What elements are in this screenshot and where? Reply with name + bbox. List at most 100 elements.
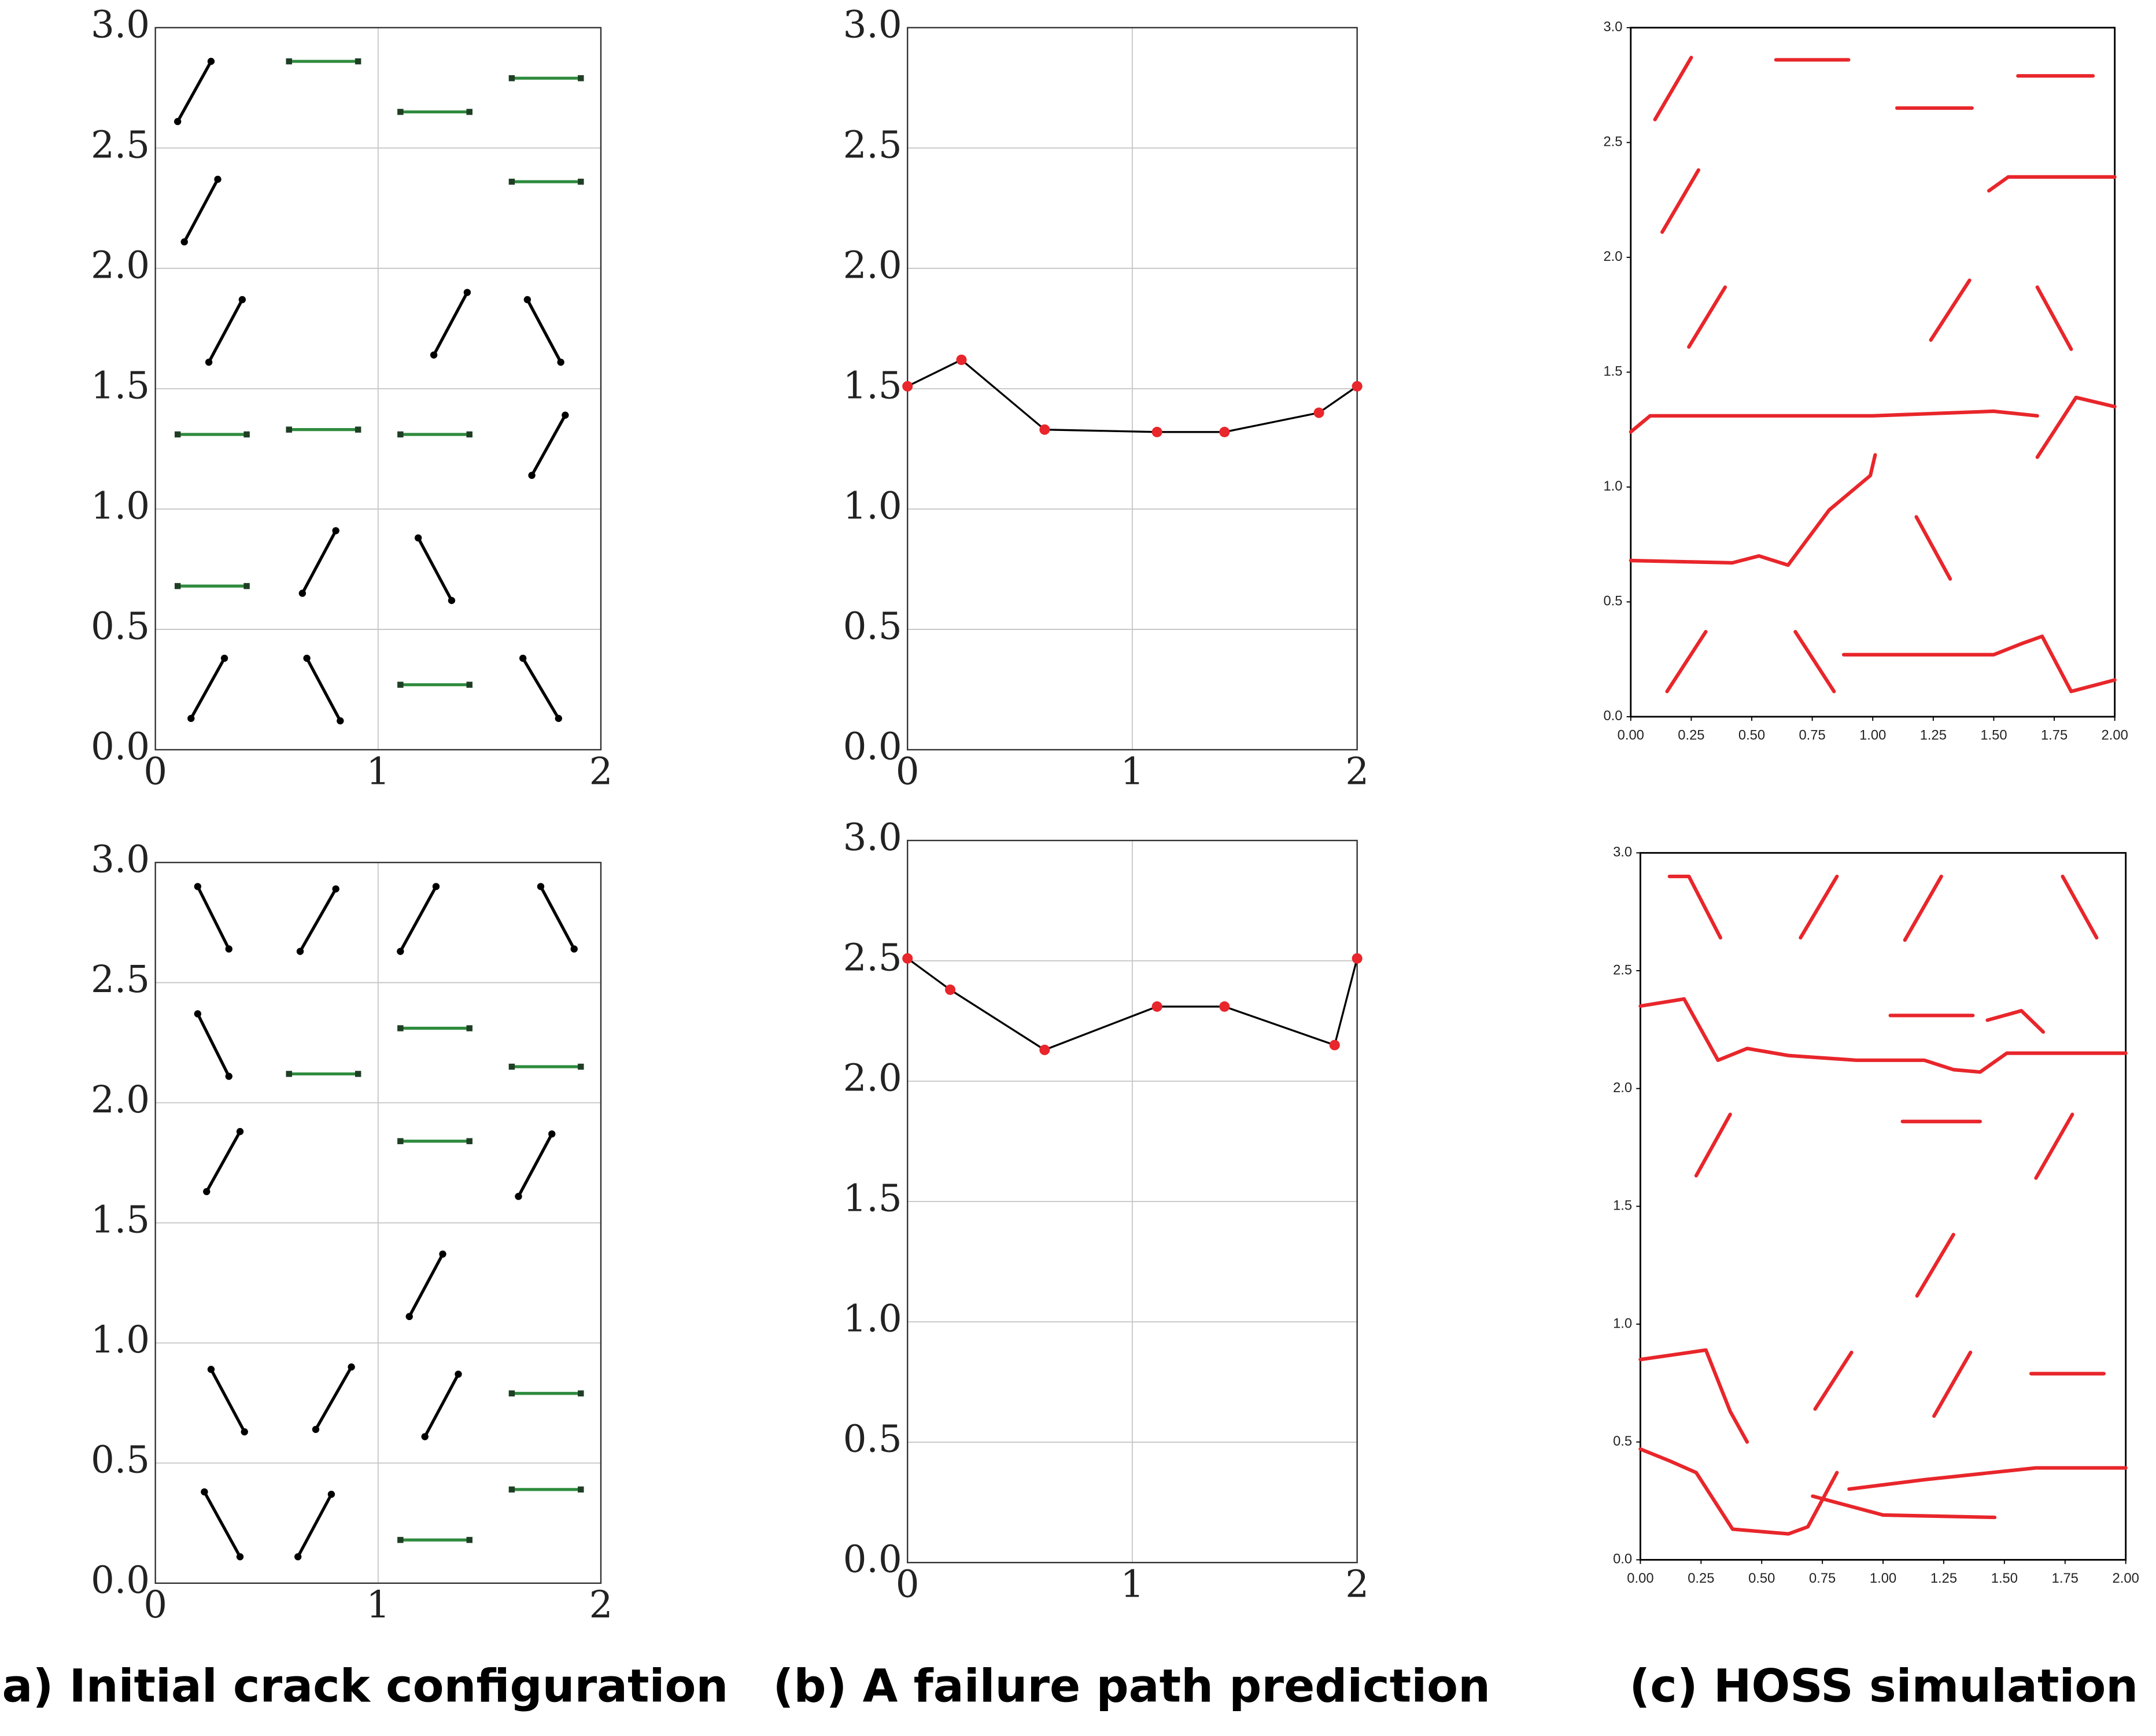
x-tick-label: 1.50 <box>1980 728 2007 743</box>
panel-caption: (a) Initial crack configuration <box>0 1659 728 1712</box>
y-tick-label: 0.5 <box>1613 1433 1632 1449</box>
x-tick-label: 2.00 <box>2113 1571 2139 1586</box>
y-tick-label: 2.0 <box>91 1078 150 1122</box>
point-marker <box>1329 1040 1340 1051</box>
x-tick-label: 0 <box>143 1583 167 1627</box>
y-tick-label: 1.5 <box>843 1177 902 1221</box>
x-tick-label: 1.25 <box>1930 1571 1957 1586</box>
y-tick-label: 2.0 <box>843 244 902 287</box>
x-tick-label: 0.25 <box>1688 1571 1714 1586</box>
y-tick-label: 1.0 <box>1613 1315 1632 1331</box>
endpoint-marker <box>286 58 292 65</box>
crack-line <box>301 529 338 595</box>
y-tick-label: 2.0 <box>1603 249 1622 264</box>
point-marker <box>515 1193 522 1200</box>
endpoint-marker <box>466 1138 472 1144</box>
x-tick-label: 0.50 <box>1738 728 1765 743</box>
endpoint-marker <box>397 109 404 115</box>
endpoint-marker <box>466 1536 472 1543</box>
x-tick-label: 1 <box>366 750 390 793</box>
point-marker <box>414 534 422 542</box>
crack-line <box>1665 629 1708 694</box>
plot-frame <box>906 839 1358 1564</box>
y-tick-label: 2.5 <box>843 936 902 979</box>
x-tick-label: 2.00 <box>2102 728 2128 743</box>
panel-caption: (c) HOSS simulation <box>1629 1659 2138 1712</box>
point-marker <box>405 1313 413 1321</box>
y-tick-label: 0.0 <box>843 1538 902 1582</box>
crack-line <box>1793 629 1836 694</box>
endpoint-marker <box>174 431 181 438</box>
point-marker <box>327 1490 335 1498</box>
endpoint-marker <box>174 583 181 589</box>
x-tick-label: 1.00 <box>1870 1571 1896 1586</box>
crack-line <box>209 1368 246 1433</box>
y-tick-label: 0.5 <box>91 605 150 648</box>
x-tick-label: 0 <box>896 1562 920 1606</box>
y-tick-label: 3.0 <box>1613 845 1632 860</box>
x-tick-label: 0.50 <box>1748 1571 1775 1586</box>
crack-line <box>183 178 220 244</box>
endpoint-marker <box>466 1025 472 1031</box>
y-tick-label: 0.0 <box>91 725 150 769</box>
y-tick-label: 0.0 <box>1613 1551 1632 1567</box>
x-tick-label: 1 <box>1120 1562 1144 1606</box>
x-tick-label: 1.25 <box>1920 728 1947 743</box>
crack-line <box>296 1492 333 1558</box>
crack-line <box>298 887 338 953</box>
point-marker <box>173 117 182 126</box>
point-marker <box>332 527 339 535</box>
crack-line <box>1841 634 2117 694</box>
point-marker <box>207 57 215 65</box>
point-marker <box>1219 426 1230 437</box>
endpoint-marker <box>355 58 361 65</box>
x-tick-label: 0.00 <box>1627 1571 1653 1586</box>
point-marker <box>455 1370 462 1378</box>
y-tick-label: 1.0 <box>843 484 902 528</box>
crack-line <box>1915 1233 1955 1298</box>
x-tick-label: 2 <box>1345 1562 1369 1606</box>
endpoint-marker <box>578 1390 584 1396</box>
point-marker <box>562 411 569 419</box>
crack-line <box>1694 1112 1732 1178</box>
crack-line <box>416 536 453 602</box>
crack-line <box>1638 997 2128 1074</box>
crack-line <box>432 290 469 357</box>
endpoint-marker <box>286 1071 292 1077</box>
crack-line <box>1811 1494 1997 1520</box>
crack-line <box>398 884 438 953</box>
y-tick-label: 0.5 <box>1603 594 1622 609</box>
y-tick-label: 1.5 <box>91 1198 150 1241</box>
point-marker <box>528 471 536 479</box>
endpoint-marker <box>397 681 404 688</box>
point-marker <box>956 354 967 366</box>
plot-frame <box>1639 852 2127 1561</box>
endpoint-marker <box>578 1486 584 1493</box>
x-tick-label: 1.00 <box>1859 728 1886 743</box>
point-marker <box>555 714 562 723</box>
crack-line <box>176 60 213 123</box>
crack-line <box>2035 285 2073 351</box>
crack-line <box>1629 409 2039 434</box>
endpoint-marker <box>508 178 515 185</box>
endpoint-marker <box>466 431 472 438</box>
point-marker <box>220 654 228 662</box>
point-marker <box>225 945 232 953</box>
point-marker <box>236 1127 244 1136</box>
point-marker <box>1151 426 1162 437</box>
crack-line <box>202 1490 242 1558</box>
point-marker <box>463 289 471 296</box>
y-tick-label: 2.5 <box>1603 134 1622 150</box>
point-marker <box>537 883 545 890</box>
x-tick-label: 2 <box>589 750 613 793</box>
y-tick-label: 0.5 <box>843 1418 902 1461</box>
point-marker <box>519 654 527 662</box>
endpoint-marker <box>578 1063 584 1070</box>
point-marker <box>205 358 213 366</box>
y-tick-label: 3.0 <box>843 816 902 859</box>
endpoint-marker <box>466 109 472 115</box>
point-marker <box>448 596 456 605</box>
y-tick-label: 2.0 <box>91 244 150 287</box>
y-tick-label: 1.0 <box>91 484 150 528</box>
